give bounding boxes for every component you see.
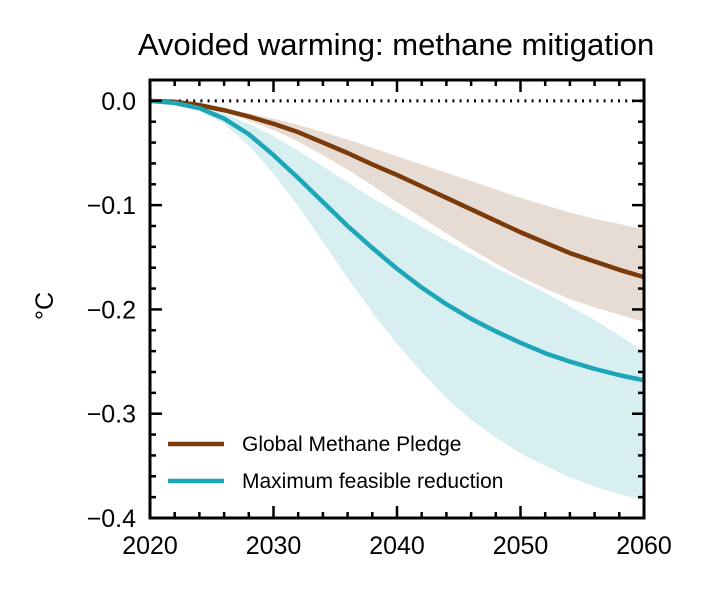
x-tick-label: 2020 bbox=[122, 532, 178, 560]
global-methane-pledge-legend-label: Global Methane Pledge bbox=[242, 433, 462, 456]
global-methane-pledge-band bbox=[150, 100, 644, 322]
x-tick-label: 2030 bbox=[246, 532, 302, 560]
y-axis-label: °C bbox=[31, 292, 59, 320]
y-tick-label: −0.2 bbox=[87, 296, 136, 324]
maximum-feasible-reduction-legend-label: Maximum feasible reduction bbox=[242, 470, 503, 493]
y-tick-label: −0.3 bbox=[87, 401, 136, 429]
x-tick-label: 2060 bbox=[616, 532, 672, 560]
series-lines bbox=[149, 98, 645, 383]
x-tick-label: 2050 bbox=[493, 532, 549, 560]
axis-ticks bbox=[148, 80, 646, 520]
uncertainty-bands bbox=[150, 100, 644, 501]
global-methane-pledge-line bbox=[149, 98, 645, 280]
y-tick-label: −0.1 bbox=[87, 192, 136, 220]
y-tick-label: 0.0 bbox=[101, 88, 136, 116]
maximum-feasible-reduction-band bbox=[150, 100, 644, 501]
chart-title: Avoided warming: methane mitigation bbox=[138, 27, 654, 62]
x-tick-label: 2040 bbox=[369, 532, 425, 560]
maximum-feasible-reduction-line bbox=[149, 98, 645, 383]
y-tick-label: −0.4 bbox=[87, 505, 136, 533]
legend: Global Methane Pledge Maximum feasible re… bbox=[168, 433, 503, 493]
axis-tick-labels: 2020 2030 2040 2050 2060 0.0 −0.1 −0.2 −0.3 −0.4 bbox=[87, 88, 672, 560]
